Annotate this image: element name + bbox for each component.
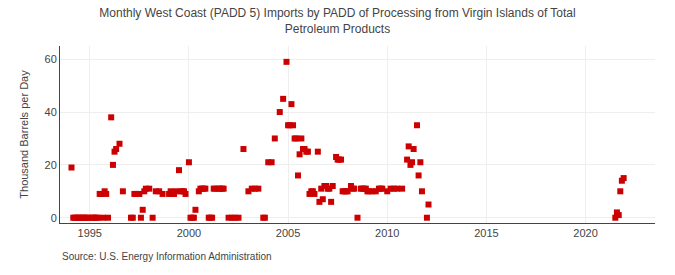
svg-text:2015: 2015 <box>474 227 498 239</box>
svg-text:Source: U.S. Energy Informatio: Source: U.S. Energy Information Administ… <box>62 251 272 262</box>
svg-text:Thousand Barrels per Day: Thousand Barrels per Day <box>18 70 30 199</box>
svg-text:2005: 2005 <box>276 227 300 239</box>
svg-text:Monthly West Coast (PADD 5) Im: Monthly West Coast (PADD 5) Imports by P… <box>99 6 575 36</box>
svg-text:60: 60 <box>45 53 57 65</box>
svg-text:2010: 2010 <box>375 227 399 239</box>
svg-text:2000: 2000 <box>177 227 201 239</box>
svg-text:1995: 1995 <box>78 227 102 239</box>
svg-text:0: 0 <box>51 212 57 224</box>
svg-text:2020: 2020 <box>573 227 597 239</box>
svg-text:40: 40 <box>45 106 57 118</box>
svg-text:20: 20 <box>45 159 57 171</box>
